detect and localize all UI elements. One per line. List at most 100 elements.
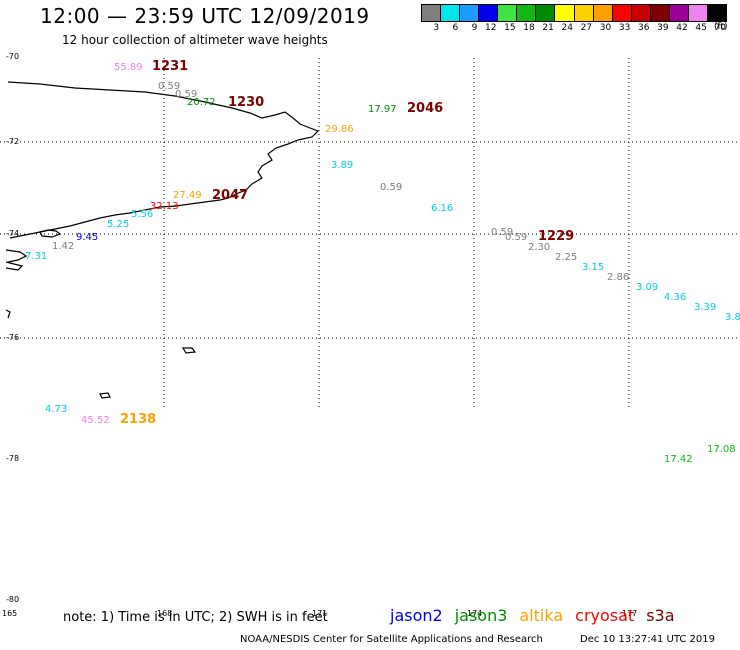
lon-label: 171 bbox=[312, 609, 328, 618]
legend-label: 6 bbox=[452, 23, 459, 33]
wave-height-label: 3.09 bbox=[636, 282, 658, 293]
legend-swatch bbox=[498, 5, 518, 21]
legend-swatch bbox=[707, 5, 726, 21]
satellite-jason3: jason3 bbox=[454, 606, 508, 625]
coastline bbox=[5, 309, 11, 319]
lon-label: 177 bbox=[622, 609, 638, 618]
legend-label: 45 bbox=[695, 23, 707, 33]
wave-height-label: 2.30 bbox=[528, 242, 550, 253]
satellite-jason2: jason2 bbox=[390, 606, 443, 625]
note-text: note: 1) Time is in UTC; 2) SWH is in fe… bbox=[63, 610, 328, 625]
wave-height-label: 2.86 bbox=[607, 272, 629, 283]
wave-height-label: 0.59 bbox=[175, 89, 197, 100]
pass-time-label: 2046 bbox=[407, 101, 443, 116]
wave-height-label: 2.25 bbox=[555, 252, 577, 263]
coastline bbox=[5, 249, 28, 263]
wave-height-label: 3.89 bbox=[331, 160, 353, 171]
wave-height-label: 0.59 bbox=[491, 227, 513, 238]
legend-label: 36 bbox=[638, 23, 650, 33]
legend-swatch bbox=[479, 5, 499, 21]
legend-swatch bbox=[517, 5, 537, 21]
wave-height-label: 17.42 bbox=[664, 454, 693, 465]
satellite-cryosat: cryosat bbox=[575, 606, 635, 625]
wave-height-label: 32.13 bbox=[150, 201, 179, 212]
legend-unit: (ft) bbox=[714, 22, 728, 32]
wave-height-label: 0.59 bbox=[380, 182, 402, 193]
lat-label: -80 bbox=[6, 595, 20, 604]
legend-label: 21 bbox=[542, 23, 554, 33]
legend-label: 12 bbox=[485, 23, 497, 33]
legend-swatch bbox=[650, 5, 670, 21]
legend-label: 70 bbox=[714, 23, 726, 33]
legend-swatch bbox=[574, 5, 594, 21]
legend-swatch bbox=[612, 5, 632, 21]
legend-swatch bbox=[688, 5, 708, 21]
legend-swatch bbox=[441, 5, 461, 21]
pass-time-label: 1229 bbox=[538, 229, 574, 244]
wave-height-label: 3.15 bbox=[582, 262, 604, 273]
legend-label: 9 bbox=[471, 23, 478, 33]
pass-time-label: 2047 bbox=[212, 188, 248, 203]
wave-height-label: 20.72 bbox=[187, 97, 216, 108]
legend-label: 18 bbox=[523, 23, 535, 33]
wave-height-label: 3.8 bbox=[725, 312, 740, 323]
legend-swatches bbox=[421, 4, 727, 22]
satellite-s3a: s3a bbox=[646, 606, 675, 625]
lat-label: -78 bbox=[6, 454, 20, 463]
pass-time-label: 1230 bbox=[228, 95, 264, 110]
wave-height-label: 1.42 bbox=[52, 241, 74, 252]
wave-height-label: 5.56 bbox=[131, 209, 153, 220]
timestamp: Dec 10 13:27:41 UTC 2019 bbox=[580, 634, 715, 645]
legend-swatch bbox=[536, 5, 556, 21]
legend-swatch bbox=[555, 5, 575, 21]
legend-label: 33 bbox=[618, 23, 631, 33]
legend-label: 30 bbox=[599, 23, 612, 33]
wave-height-label: 0.59 bbox=[158, 81, 180, 92]
legend-label: 15 bbox=[504, 23, 516, 33]
coastline bbox=[7, 81, 320, 239]
lon-label: 168 bbox=[157, 609, 173, 618]
legend-label: 39 bbox=[657, 23, 669, 33]
satellite-altika: altika bbox=[519, 606, 564, 625]
wave-height-label: 17.97 bbox=[368, 104, 397, 115]
wave-height-label: 27.49 bbox=[173, 190, 202, 201]
color-legend: 3 6 9 12 15 18 21 24 27 30 33 36 39 42 45 70 (ft) bbox=[421, 4, 728, 33]
legend-swatch bbox=[669, 5, 689, 21]
lat-label: -70 bbox=[6, 52, 20, 61]
coastline bbox=[181, 347, 197, 354]
legend-swatch bbox=[460, 5, 480, 21]
wave-height-label: 55.89 bbox=[114, 62, 143, 73]
lat-label: -72 bbox=[6, 137, 20, 146]
graticule bbox=[0, 58, 740, 408]
lon-label: 174 bbox=[467, 609, 483, 618]
legend-label: 27 bbox=[580, 23, 593, 33]
legend-swatch bbox=[631, 5, 651, 21]
wave-height-label: 17.08 bbox=[707, 444, 736, 455]
credit-text: NOAA/NESDIS Center for Satellite Applica… bbox=[240, 634, 543, 645]
legend-labels: 3 6 9 12 15 18 21 24 27 30 33 36 39 42 45 70 bbox=[421, 23, 727, 33]
wave-height-label: 5.25 bbox=[107, 219, 129, 230]
lat-label: -76 bbox=[6, 333, 20, 342]
lon-label: 165 bbox=[2, 609, 18, 618]
coastline bbox=[5, 261, 24, 271]
satellite-legend: jason2 jason3 altika cryosat s3a bbox=[390, 606, 687, 625]
legend-label: 24 bbox=[561, 23, 573, 33]
wave-height-label: 7.31 bbox=[25, 251, 47, 262]
map-subtitle: 12 hour collection of altimeter wave hei… bbox=[62, 33, 328, 47]
wave-height-label: 6.16 bbox=[431, 203, 453, 214]
wave-height-label: 45.52 bbox=[81, 415, 110, 426]
legend-swatch bbox=[593, 5, 613, 21]
wave-height-label: 0.59 bbox=[505, 232, 527, 243]
wave-height-label: 4.73 bbox=[45, 404, 67, 415]
legend-swatch bbox=[422, 5, 442, 21]
lat-label: -74 bbox=[6, 229, 20, 238]
coastline bbox=[39, 229, 62, 238]
map-title: 12:00 — 23:59 UTC 12/09/2019 bbox=[40, 4, 370, 28]
pass-time-label: 2138 bbox=[120, 412, 156, 427]
wave-height-label: 3.39 bbox=[694, 302, 716, 313]
coastline bbox=[99, 392, 111, 399]
legend-label: 3 bbox=[433, 23, 440, 33]
wave-height-label: 4.36 bbox=[664, 292, 686, 303]
